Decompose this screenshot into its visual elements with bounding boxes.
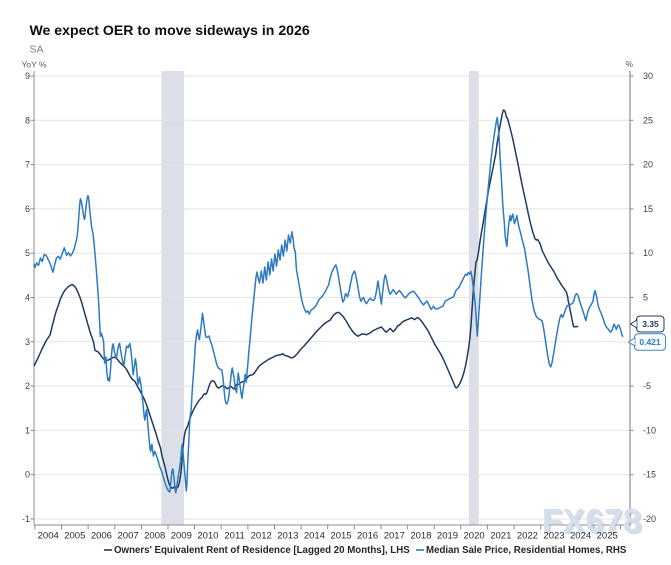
svg-text:2015: 2015 (330, 531, 351, 542)
svg-text:FX678: FX678 (542, 502, 642, 539)
svg-text:5: 5 (25, 248, 30, 258)
svg-text:2019: 2019 (437, 531, 458, 542)
svg-text:-10: -10 (643, 425, 656, 435)
svg-text:15: 15 (643, 204, 653, 214)
svg-text:2016: 2016 (357, 531, 378, 542)
svg-text:2011: 2011 (224, 531, 244, 542)
svg-text:2012: 2012 (251, 531, 272, 542)
svg-text:2020: 2020 (464, 531, 485, 542)
svg-text:10: 10 (643, 248, 653, 258)
svg-text:2022: 2022 (517, 531, 538, 542)
svg-text:0.421: 0.421 (639, 337, 661, 347)
svg-text:4: 4 (25, 293, 30, 303)
svg-text:2024: 2024 (570, 531, 591, 542)
svg-text:25: 25 (643, 115, 653, 125)
svg-text:30: 30 (643, 71, 653, 81)
svg-text:%: % (625, 59, 633, 69)
svg-text:We expect OER to move sideways: We expect OER to move sideways in 2026 (30, 22, 310, 38)
svg-text:SA: SA (30, 44, 44, 56)
svg-text:9: 9 (25, 71, 30, 81)
svg-text:2013: 2013 (277, 531, 298, 542)
svg-text:2025: 2025 (597, 531, 618, 542)
svg-text:8: 8 (25, 115, 30, 125)
svg-text:7: 7 (25, 160, 30, 170)
svg-text:Owners' Equivalent Rent of Res: Owners' Equivalent Rent of Residence [La… (114, 545, 410, 556)
svg-text:2007: 2007 (118, 531, 139, 542)
svg-text:2023: 2023 (543, 531, 564, 542)
svg-text:6: 6 (25, 204, 30, 214)
svg-text:2: 2 (25, 381, 30, 391)
svg-text:0: 0 (25, 470, 30, 480)
svg-text:-15: -15 (643, 470, 656, 480)
svg-text:1: 1 (25, 425, 30, 435)
svg-text:5: 5 (643, 293, 648, 303)
svg-text:2021: 2021 (490, 531, 511, 542)
svg-text:-5: -5 (643, 381, 651, 391)
svg-text:2014: 2014 (304, 531, 325, 542)
svg-text:2008: 2008 (144, 531, 165, 542)
svg-text:-1: -1 (22, 514, 30, 524)
svg-text:2018: 2018 (410, 531, 431, 542)
svg-text:FX678: FX678 (544, 504, 644, 541)
svg-text:2009: 2009 (171, 531, 192, 542)
svg-text:2017: 2017 (384, 531, 405, 542)
svg-text:-20: -20 (643, 514, 656, 524)
svg-text:3: 3 (25, 337, 30, 347)
svg-text:2010: 2010 (197, 531, 218, 542)
svg-text:2005: 2005 (64, 531, 85, 542)
svg-text:Median Sale Price, Residential: Median Sale Price, Residential Homes, RH… (426, 545, 627, 556)
svg-text:3.35: 3.35 (642, 319, 659, 329)
svg-text:20: 20 (643, 160, 653, 170)
svg-text:2006: 2006 (91, 531, 112, 542)
svg-text:2004: 2004 (38, 531, 59, 542)
svg-text:YoY %: YoY % (22, 60, 47, 70)
